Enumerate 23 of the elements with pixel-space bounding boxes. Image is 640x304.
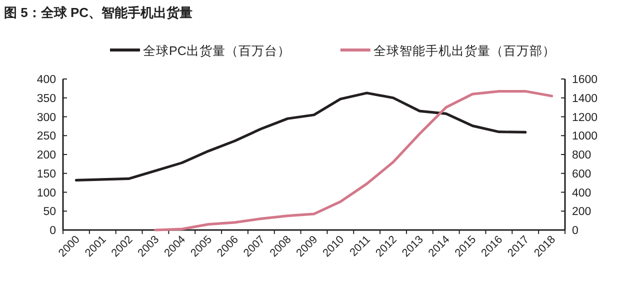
y2-tick-label: 600 [572,168,592,180]
y-tick-label: 400 [36,74,56,86]
y-tick-label: 250 [36,130,56,143]
line-series [74,92,527,182]
y2-tick-label: 0 [572,225,578,237]
y-tick-label: 150 [36,168,56,180]
legend-label: 全球PC出货量（百万台） [143,44,290,58]
y2-tick-label: 200 [572,206,592,218]
y2-tick-label: 1400 [572,92,598,105]
y2-tick-label: 800 [572,150,592,162]
y2-tick-label: 1200 [572,112,598,124]
y-tick-label: 300 [36,112,56,124]
line-series [154,90,554,232]
y-tick-label: 350 [36,92,56,105]
y2-tick-label: 1600 [572,74,598,86]
y2-tick-label: 400 [572,187,592,200]
y-tick-label: 0 [50,225,56,237]
legend-label: 全球智能手机出货量（百万部） [373,44,556,58]
y-tick-label: 200 [36,150,56,162]
chart-title: 图 5：全球 PC、智能手机出货量 [4,5,193,20]
y-tick-label: 100 [36,187,56,200]
y2-tick-label: 1000 [572,130,598,143]
y-tick-label: 50 [43,206,56,218]
